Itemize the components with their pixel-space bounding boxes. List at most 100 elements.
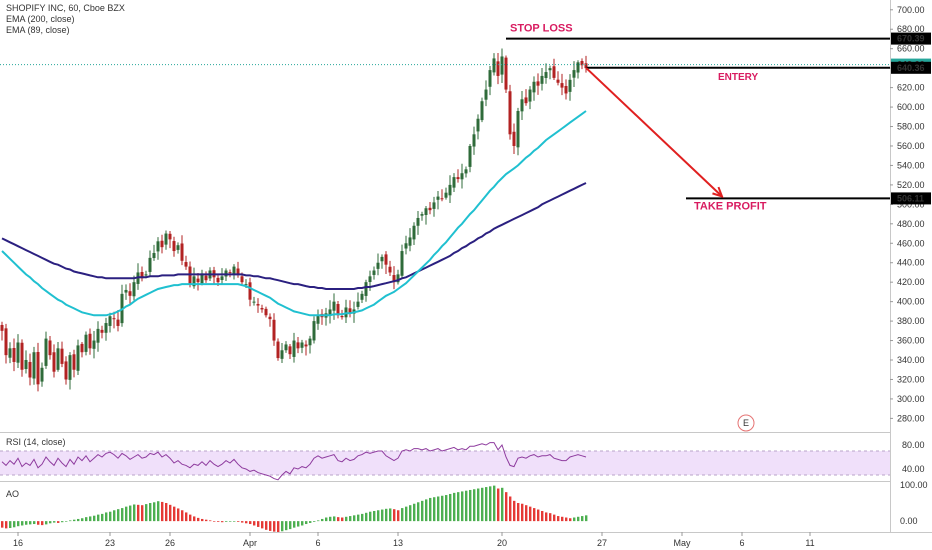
ao-bar	[77, 518, 80, 522]
ao-bar	[533, 508, 536, 522]
candle-body	[528, 89, 532, 102]
ao-bar	[185, 512, 188, 522]
candle-body	[84, 334, 88, 352]
candle-body	[44, 338, 48, 366]
ao-bar	[361, 513, 364, 522]
ao-bar	[221, 521, 224, 523]
candle-body	[424, 208, 428, 215]
candle-body	[236, 268, 240, 275]
candle-body	[572, 70, 576, 78]
price-tick-label: 460.00	[897, 238, 925, 248]
price-tick-label: 680.00	[897, 24, 925, 34]
ao-bar	[389, 508, 392, 522]
candle-body	[172, 241, 176, 252]
candle-body	[496, 61, 500, 76]
candle-body	[532, 81, 536, 93]
candle-body	[452, 177, 456, 188]
candle-body	[412, 225, 416, 240]
candle-body	[316, 315, 320, 324]
ao-bar	[401, 508, 404, 522]
ao-bar	[33, 521, 36, 525]
candle-body	[360, 293, 364, 300]
ao-bar	[577, 516, 580, 522]
candle-body	[60, 348, 64, 364]
ao-bar	[189, 514, 192, 522]
ao-bar	[273, 521, 276, 532]
ao-bar	[21, 521, 24, 526]
ao-bar	[233, 521, 236, 522]
candle-body	[308, 338, 312, 346]
ao-bar	[49, 521, 52, 524]
entry-price-label: 640.36	[897, 63, 925, 73]
time-tick-label: 11	[805, 538, 814, 548]
ao-bar	[13, 521, 16, 528]
entry-price-label-box	[891, 61, 931, 74]
candle-body	[568, 79, 572, 92]
ao-bar	[213, 521, 216, 522]
ao-bar	[193, 516, 196, 522]
ao-bar	[269, 521, 272, 531]
ao-bar	[173, 506, 176, 522]
rsi-tick-label: 40.00	[902, 464, 925, 474]
candle-body	[80, 343, 84, 353]
candle-body	[228, 272, 232, 274]
entry-label: ENTERY	[718, 72, 759, 83]
ao-bar	[397, 510, 400, 522]
candle-body	[364, 282, 368, 296]
candle-body	[300, 342, 304, 348]
stop-loss-price-label: 670.39	[897, 34, 925, 44]
ao-bar	[37, 521, 40, 525]
ao-bar	[441, 495, 444, 522]
candle-body	[548, 68, 552, 71]
candle-body	[468, 145, 472, 167]
ao-bar	[321, 518, 324, 522]
ao-bar	[453, 492, 456, 522]
time-tick-label: 6	[739, 538, 744, 548]
price-tick-label: 520.00	[897, 180, 925, 190]
time-tick-label: Apr	[243, 538, 257, 548]
candle-body	[472, 134, 476, 147]
ao-bar	[557, 516, 560, 522]
ao-bar	[289, 521, 292, 530]
take-profit-price-label: 506.11	[897, 193, 924, 203]
ao-bar	[161, 501, 164, 522]
ao-bar	[97, 514, 100, 522]
ao-bar	[129, 505, 132, 522]
ema89-line	[1, 110, 587, 317]
price-tick-label: 440.00	[897, 258, 925, 268]
ao-bar	[565, 517, 568, 522]
ao-bar	[461, 491, 464, 522]
ao-bar	[421, 500, 424, 522]
ao-bar	[153, 502, 156, 522]
candle-body	[156, 241, 160, 252]
ao-bar	[429, 497, 432, 522]
price-tick-label: 320.00	[897, 374, 925, 384]
candle-body	[108, 316, 112, 326]
candle-body	[200, 273, 204, 284]
candle-body	[220, 276, 224, 281]
ao-bar	[229, 521, 232, 522]
candle-body	[132, 282, 136, 297]
candle-body	[440, 198, 444, 200]
candle-body	[372, 270, 376, 275]
candle-body	[288, 346, 292, 355]
candle-body	[420, 214, 424, 216]
candle-body	[140, 272, 144, 279]
candle-body	[444, 192, 448, 198]
time-tick-label: 26	[165, 538, 175, 548]
candle-body	[276, 341, 280, 359]
symbol-title: SHOPIFY INC, 60, Cboe BZX	[6, 3, 125, 13]
candle-body	[28, 361, 32, 378]
ao-bar	[109, 511, 112, 522]
candle-body	[68, 355, 72, 380]
ao-bar	[445, 495, 448, 522]
ao-bar	[529, 506, 532, 522]
ao-bar	[113, 510, 116, 522]
ao-bar	[497, 488, 500, 522]
candle-body	[232, 266, 236, 274]
candle-body	[564, 86, 568, 94]
ao-bar	[457, 492, 460, 522]
candle-body	[456, 177, 460, 180]
candle-body	[404, 243, 408, 249]
